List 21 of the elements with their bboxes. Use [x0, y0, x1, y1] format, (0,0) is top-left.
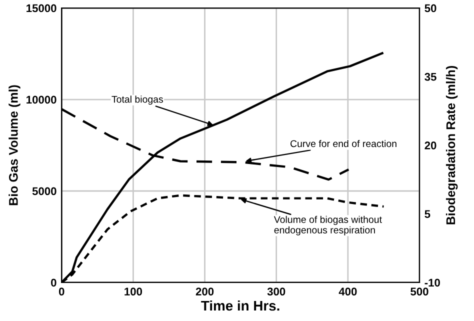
y-tick-label: 0 — [51, 278, 56, 287]
y2-tick-label: 5 — [424, 210, 430, 218]
x-tick-label: 500 — [410, 288, 428, 296]
x-tick-label: 400 — [338, 288, 357, 296]
y2-tick-label: -10 — [424, 278, 440, 287]
x-tick-label: 100 — [124, 288, 142, 296]
y2-tick-label: 20 — [424, 142, 436, 150]
y2-axis-title: Biodegradation Rate (ml/h) — [446, 66, 458, 224]
x-tick-label: 200 — [196, 288, 214, 296]
y2-tick-label: 50 — [424, 4, 436, 12]
annotation: Curve for end of reaction — [290, 140, 396, 148]
y2-tick-label: 35 — [424, 72, 436, 81]
annotation: Volume of biogas without endogenous respiration — [274, 216, 382, 236]
x-axis-title: Time in Hrs. — [201, 300, 280, 311]
x-tick-label: 0 — [58, 288, 64, 296]
annotation: Total biogas — [112, 96, 164, 105]
x-tick-label: 300 — [267, 288, 286, 296]
y-axis-title: Bio Gas Volume (ml) — [8, 85, 20, 206]
y-tick-label: 5000 — [32, 187, 56, 196]
y-tick-label: 15000 — [26, 4, 56, 12]
y-tick-label: 10000 — [26, 96, 56, 104]
